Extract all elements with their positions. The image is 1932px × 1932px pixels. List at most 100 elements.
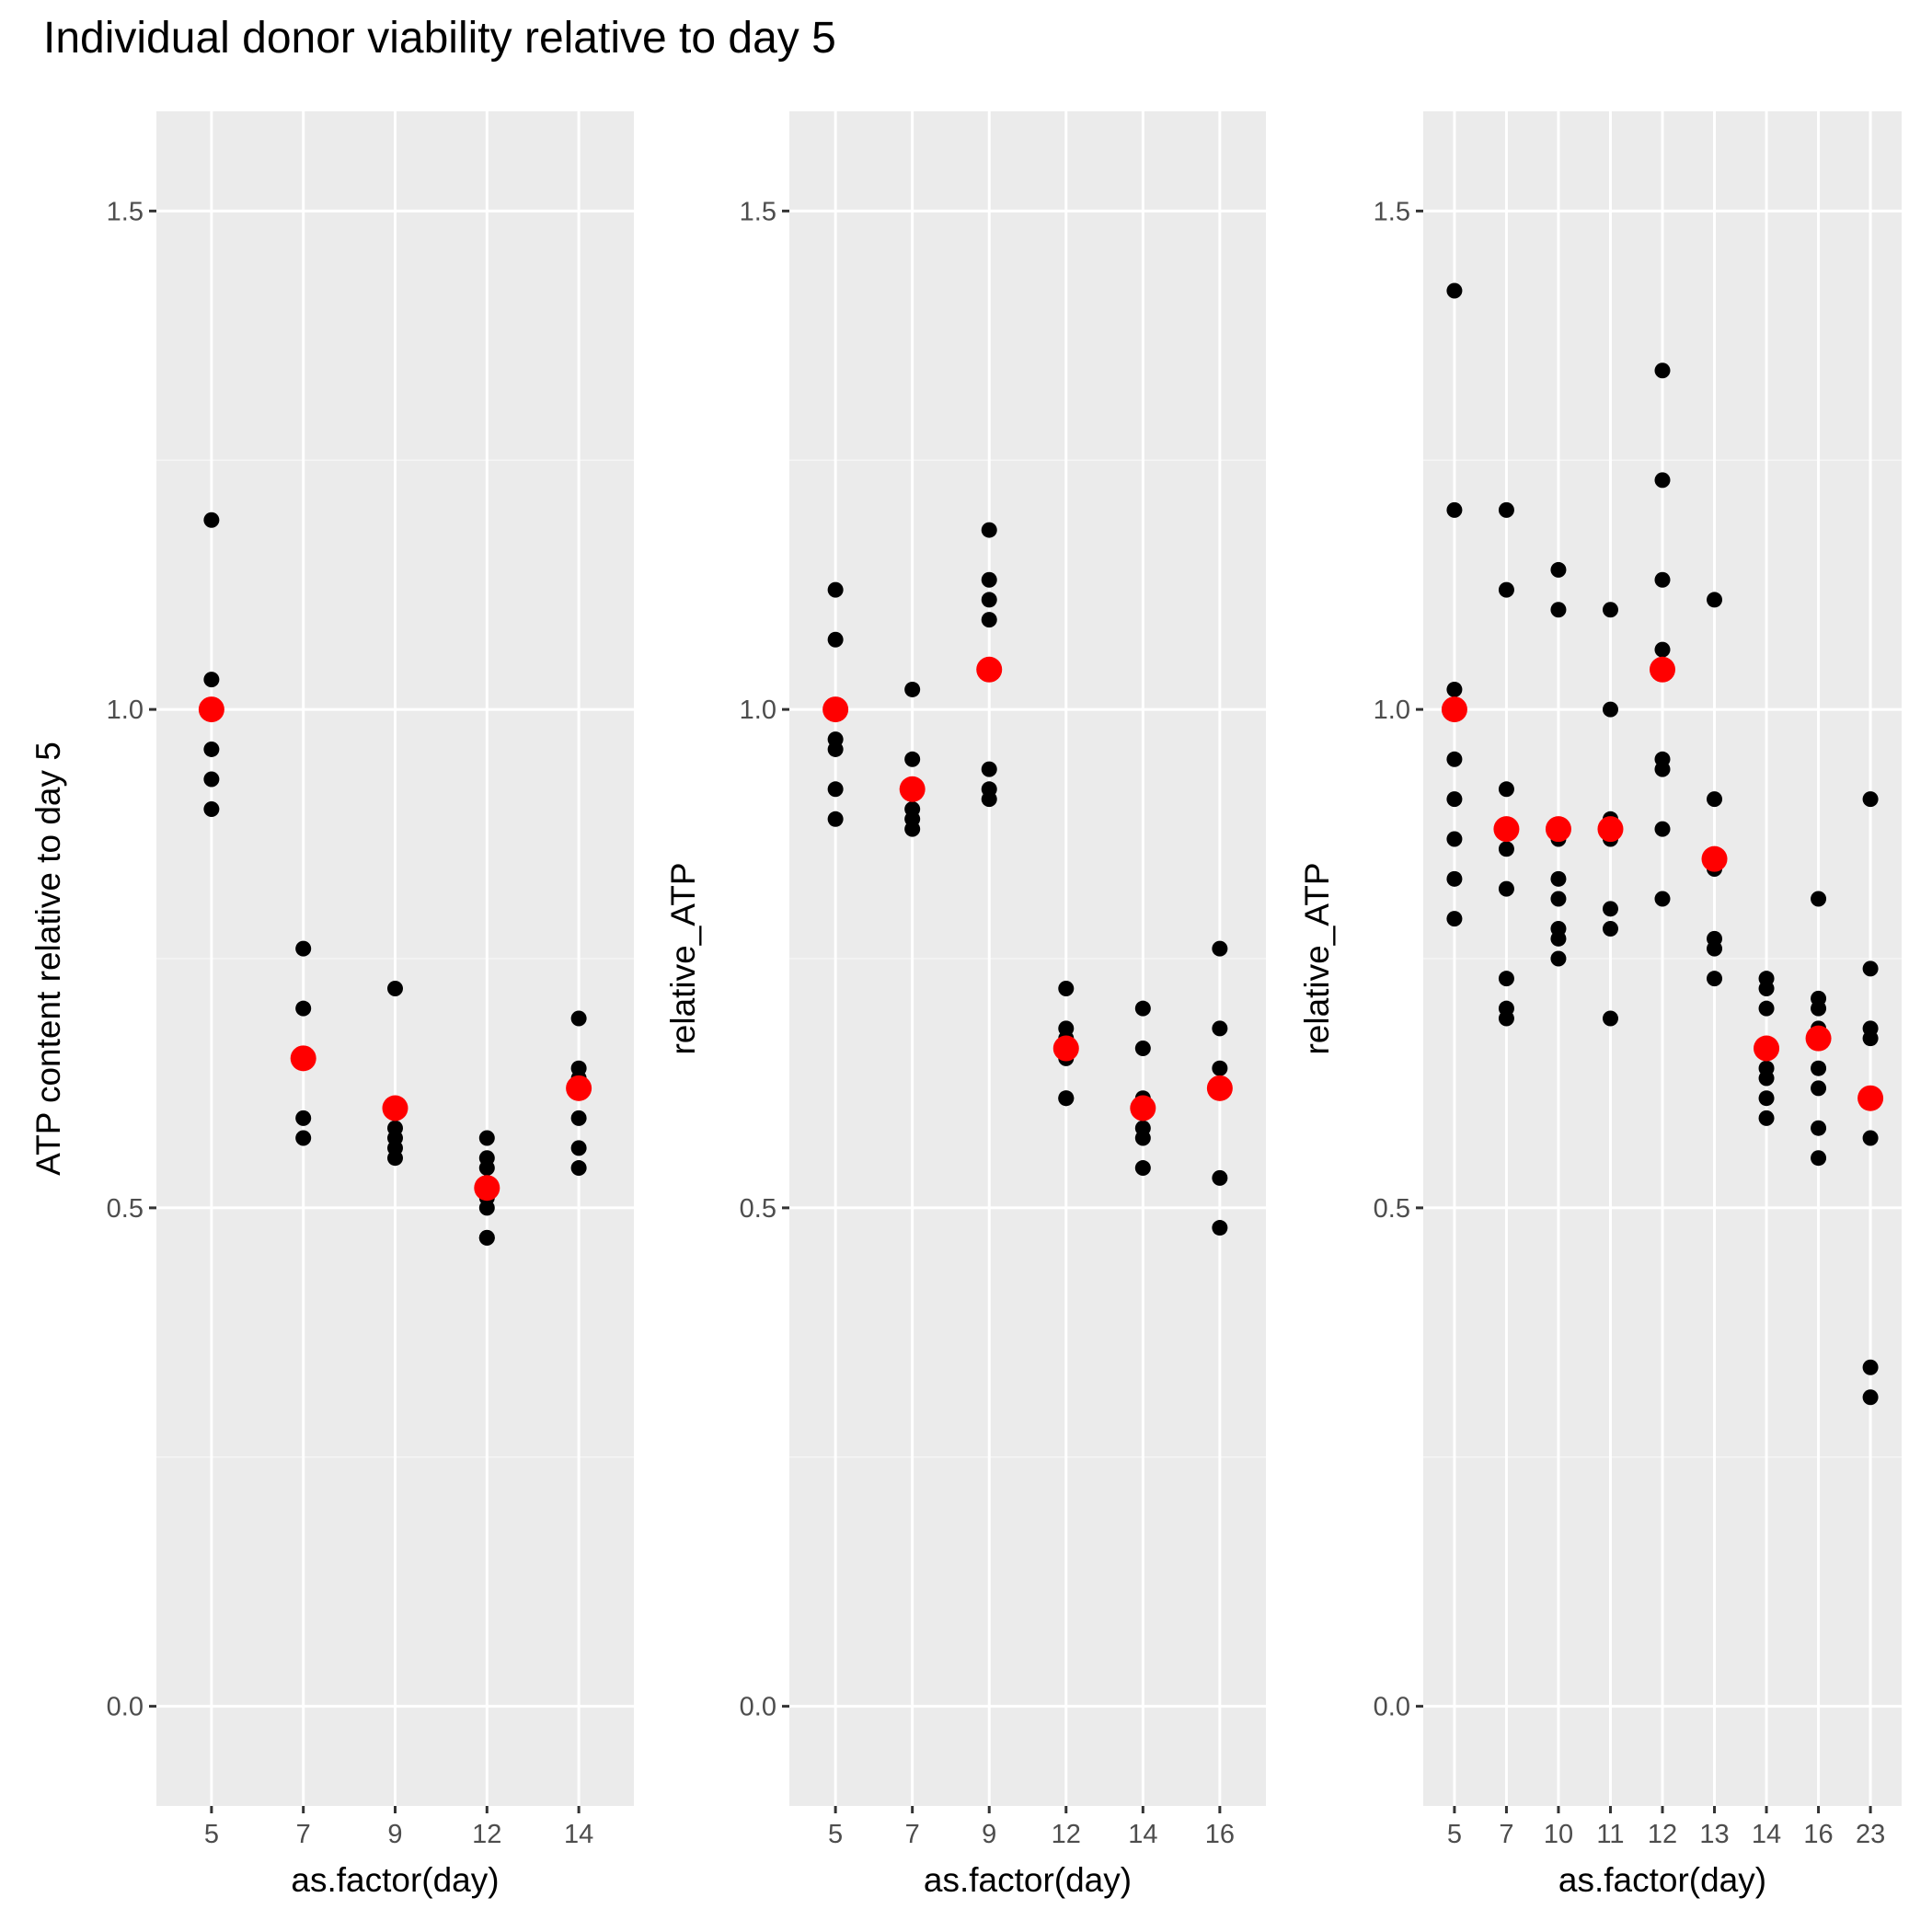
donor-point	[827, 811, 844, 827]
donor-point	[1862, 1130, 1879, 1146]
x-tick-label: 12	[472, 1820, 501, 1849]
donor-point	[981, 522, 997, 538]
panel-3: 0.0 0.5 1.0 1.5 5 7 10 11 12 13 14 16 23 as.factor(da…	[1298, 111, 1902, 1899]
donor-point	[1550, 930, 1567, 947]
panel-2: 0.0 0.5 1.0 1.5 5 7 9 12 14 16 as.factor(day) relat…	[664, 111, 1266, 1899]
donor-point	[1811, 1080, 1827, 1097]
donor-point	[904, 821, 921, 837]
donor-point	[1498, 880, 1514, 897]
donor-point	[1654, 362, 1671, 379]
donor-point	[1498, 501, 1514, 518]
x-tick-label: 7	[296, 1820, 311, 1849]
donor-point	[1654, 571, 1671, 588]
x-axis-title: as.factor(day)	[1558, 1861, 1766, 1899]
donor-point	[1862, 960, 1879, 977]
y-tick-label: 0.5	[1374, 1194, 1410, 1224]
donor-point	[1212, 1169, 1228, 1186]
donor-point	[478, 1130, 495, 1146]
x-axis-title: as.factor(day)	[924, 1861, 1132, 1899]
mean-point	[1493, 816, 1520, 843]
donor-point	[1550, 950, 1567, 967]
x-tick-label: 5	[1447, 1820, 1462, 1849]
donor-point	[570, 1010, 587, 1027]
mean-point	[1805, 1025, 1832, 1052]
donor-point	[1707, 592, 1723, 608]
donor-point	[904, 751, 921, 767]
y-tick-label: 0.5	[107, 1194, 144, 1224]
donor-point	[1758, 1090, 1775, 1107]
mean-point	[1441, 696, 1467, 723]
panel-1: 0.0 0.5 1.0 1.5 5 7 9 12 14 as.factor(day) ATP con…	[29, 111, 634, 1899]
donor-point	[1446, 751, 1463, 767]
y-tick-label: 1.5	[740, 197, 776, 226]
donor-point	[478, 1200, 495, 1216]
donor-point	[1134, 1000, 1151, 1017]
mean-point	[1545, 816, 1571, 843]
x-tick-label: 16	[1803, 1820, 1833, 1849]
donor-point	[1550, 602, 1567, 618]
donor-point	[1550, 891, 1567, 907]
donor-point	[1498, 781, 1514, 798]
mean-point	[1052, 1035, 1079, 1062]
x-tick-label: 14	[1752, 1820, 1781, 1849]
donor-point	[295, 1110, 312, 1126]
donor-point	[295, 1000, 312, 1017]
mean-point	[566, 1075, 592, 1101]
donor-point	[1862, 791, 1879, 808]
donor-point	[981, 592, 997, 608]
y-tick-label: 1.5	[107, 197, 144, 226]
donor-point	[827, 581, 844, 598]
donor-point	[1758, 981, 1775, 997]
donor-point	[827, 631, 844, 648]
x-tick-label: 11	[1596, 1820, 1624, 1849]
mean-point	[1206, 1075, 1233, 1101]
donor-point	[1758, 1070, 1775, 1087]
mean-point	[382, 1095, 408, 1121]
donor-point	[981, 791, 997, 808]
donor-point	[1498, 1010, 1514, 1027]
x-tick-label: 7	[905, 1820, 920, 1849]
donor-point	[478, 1229, 495, 1246]
donor-point	[1602, 1010, 1618, 1027]
donor-point	[1811, 1060, 1827, 1076]
donor-point	[1862, 1359, 1879, 1375]
donor-point	[1446, 911, 1463, 927]
donor-point	[478, 1160, 495, 1177]
donor-point	[203, 741, 220, 757]
donor-point	[1134, 1160, 1151, 1177]
donor-point	[1811, 1150, 1827, 1167]
donor-point	[904, 681, 921, 697]
y-tick-label: 0.0	[107, 1693, 144, 1722]
x-tick-label: 9	[982, 1820, 996, 1849]
x-tick-label: 9	[387, 1820, 402, 1849]
mean-point	[1597, 816, 1624, 843]
donor-point	[1212, 1220, 1228, 1236]
y-tick-label: 1.0	[1374, 696, 1410, 725]
donor-point	[1212, 940, 1228, 957]
mean-point	[1650, 656, 1675, 683]
donor-point	[1862, 1030, 1879, 1047]
mean-point	[198, 696, 224, 723]
donor-point	[1707, 940, 1723, 957]
donor-point	[1758, 1000, 1775, 1017]
donor-point	[1058, 981, 1075, 997]
x-tick-label: 7	[1499, 1820, 1513, 1849]
x-axis-title: as.factor(day)	[291, 1861, 499, 1899]
donor-point	[1446, 282, 1463, 299]
donor-point	[981, 612, 997, 628]
y-tick-label: 0.5	[740, 1194, 776, 1224]
mean-point	[1857, 1085, 1884, 1111]
donor-point	[1498, 971, 1514, 987]
donor-point	[1654, 821, 1671, 837]
donor-point	[1654, 472, 1671, 489]
donor-point	[827, 781, 844, 798]
mean-point	[976, 656, 1003, 683]
x-tick-label: 23	[1856, 1820, 1885, 1849]
x-tick-label: 5	[828, 1820, 843, 1849]
donor-point	[827, 741, 844, 757]
donor-point	[1550, 561, 1567, 578]
donor-point	[203, 672, 220, 688]
donor-point	[1758, 1110, 1775, 1126]
donor-point	[295, 1130, 312, 1146]
